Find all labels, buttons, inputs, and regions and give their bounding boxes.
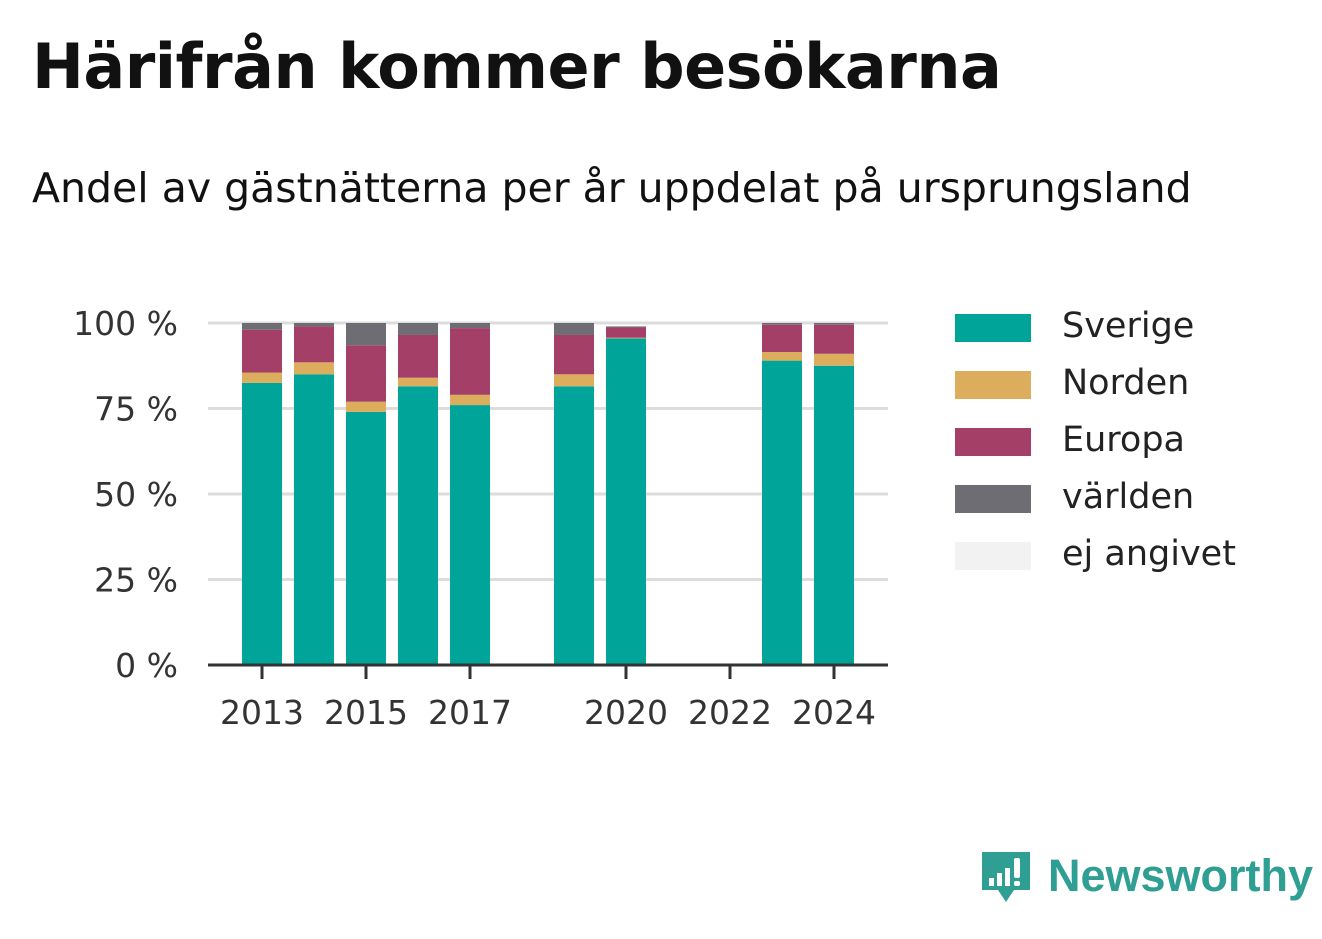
bar-2014-europa — [294, 326, 334, 363]
axes — [208, 663, 888, 679]
y-tick-label-50: 50 % — [94, 475, 178, 514]
legend-label: världen — [1062, 477, 1195, 517]
x-tick-label-2022: 2022 — [688, 693, 772, 732]
bar-2020-norden — [606, 337, 646, 339]
y-tick-label-100: 100 % — [73, 304, 178, 343]
bar-2023-norden — [762, 352, 802, 361]
y-tick-labels: 0 % 25 % 50 % 75 % 100 % — [73, 304, 178, 685]
bar-2019-varlden — [554, 323, 594, 335]
legend-swatch — [955, 371, 1031, 399]
bar-2015-europa — [346, 345, 386, 402]
bar-2017-europa — [450, 328, 490, 395]
bar-2017-varlden — [450, 323, 490, 329]
bar-2016-sverige — [398, 386, 438, 665]
bar-2020-varlden — [606, 326, 646, 328]
bar-2013-europa — [242, 329, 282, 373]
legend-swatch — [955, 542, 1031, 570]
bar-2013-varlden — [242, 323, 282, 330]
bar-2016-norden — [398, 377, 438, 387]
x-tick-label-2024: 2024 — [792, 693, 876, 732]
bar-2013-sverige — [242, 382, 282, 665]
stacked-bar-chart: 0 % 25 % 50 % 75 % 100 % 2013 2015 2017 2020 202… — [73, 304, 888, 732]
legend-item: världen — [955, 477, 1315, 517]
x-tick-labels: 2013 2015 2017 2020 2022 2024 — [220, 693, 876, 732]
legend-item: ej angivet — [955, 534, 1315, 574]
legend-label: Sverige — [1062, 306, 1195, 346]
legend-item: Sverige — [955, 306, 1315, 346]
y-tick-label-75: 75 % — [94, 390, 178, 429]
legend-label: Europa — [1062, 420, 1185, 460]
bar-2017-norden — [450, 394, 490, 406]
legend-label: ej angivet — [1062, 534, 1236, 574]
bars — [242, 323, 854, 665]
y-tick-label-25: 25 % — [94, 561, 178, 600]
chart-subtitle: Andel av gästnätterna per år uppdelat på… — [32, 164, 1192, 212]
x-tick-label-2017: 2017 — [428, 693, 512, 732]
bar-2020-europa — [606, 327, 646, 338]
bar-2016-europa — [398, 334, 438, 378]
bar-2024-sverige — [814, 365, 854, 665]
bar-2014-sverige — [294, 374, 334, 665]
newsworthy-logo-icon — [982, 852, 1030, 902]
bar-2019-europa — [554, 334, 594, 375]
bar-2015-sverige — [346, 411, 386, 665]
bar-2023-europa — [762, 324, 802, 353]
bar-2016-varlden — [398, 323, 438, 335]
brand-name: Newsworthy — [1048, 850, 1314, 901]
bar-2024-norden — [814, 353, 854, 366]
bar-2014-varlden — [294, 323, 334, 327]
chart-title: Härifrån kommer besökarna — [32, 30, 1002, 103]
bar-2017-sverige — [450, 405, 490, 665]
bar-2023-varlden — [762, 323, 802, 325]
newsworthy-logo: Newsworthy — [980, 848, 1313, 912]
bar-2019-norden — [554, 374, 594, 387]
x-tick-label-2020: 2020 — [584, 693, 668, 732]
bar-2019-sverige — [554, 386, 594, 665]
legend-swatch — [955, 485, 1031, 513]
legend-item: Europa — [955, 420, 1315, 460]
legend-swatch — [955, 314, 1031, 342]
bar-2024-varlden — [814, 323, 854, 325]
x-tick-label-2013: 2013 — [220, 693, 304, 732]
y-tick-label-0: 0 % — [115, 646, 178, 685]
bar-2013-norden — [242, 372, 282, 383]
x-tick-label-2015: 2015 — [324, 693, 408, 732]
legend-label: Norden — [1062, 363, 1190, 403]
bar-2024-europa — [814, 324, 854, 354]
bar-2020-sverige — [606, 338, 646, 665]
bar-2015-norden — [346, 401, 386, 412]
legend-swatch — [955, 428, 1031, 456]
legend-item: Norden — [955, 363, 1315, 403]
bar-2023-sverige — [762, 360, 802, 665]
bar-2015-varlden — [346, 323, 386, 346]
bar-2014-norden — [294, 362, 334, 375]
